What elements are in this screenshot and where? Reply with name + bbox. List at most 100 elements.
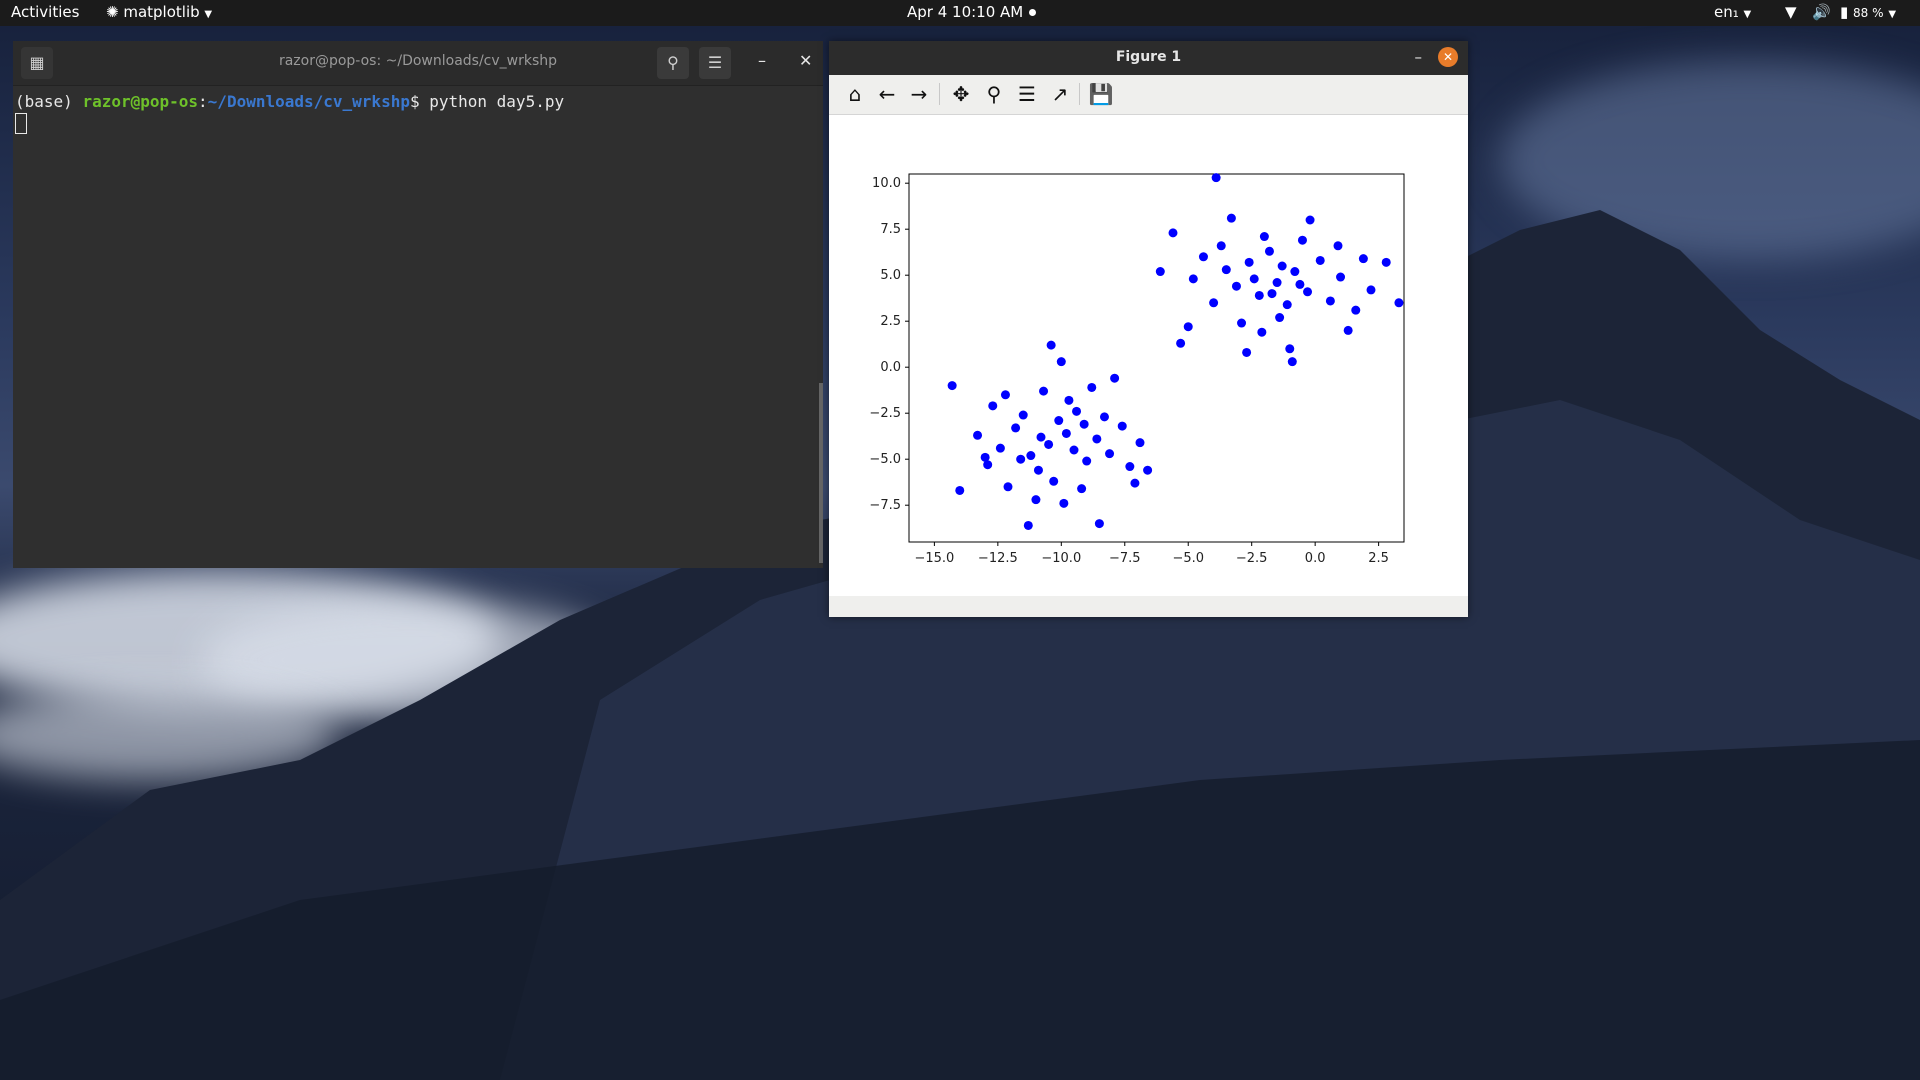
prompt-user: razor@pop-os — [82, 92, 199, 111]
clock[interactable]: Apr 4 10:10 AM — [907, 3, 1037, 21]
scatter-point — [1343, 325, 1353, 335]
close-icon[interactable]: ✕ — [799, 51, 813, 70]
battery-label: 88 % — [1853, 6, 1884, 20]
scatter-point — [988, 401, 998, 411]
minimize-icon[interactable]: – — [1414, 48, 1423, 66]
cursor-line — [15, 113, 817, 134]
prompt-symbol: $ — [409, 92, 430, 111]
save-icon[interactable]: 💾 — [1088, 82, 1114, 106]
scatter-point — [1069, 445, 1079, 455]
terminal-output[interactable]: (base) razor@pop-os:~/Downloads/cv_wrksh… — [15, 85, 817, 568]
battery-indicator[interactable]: ▮ 88 % ▼ — [1840, 3, 1896, 21]
scatter-point — [1183, 322, 1193, 332]
terminal-title: razor@pop-os: ~/Downloads/cv_wrkshp — [278, 53, 558, 69]
clock-label: Apr 4 10:10 AM — [907, 3, 1024, 21]
terminal-line: (base) razor@pop-os:~/Downloads/cv_wrksh… — [15, 92, 817, 111]
data-points — [947, 173, 1404, 530]
y-tick-label: 7.5 — [880, 222, 901, 237]
scatter-point — [1117, 421, 1127, 431]
scatter-point — [1231, 281, 1241, 291]
scatter-point — [1244, 257, 1254, 267]
scatter-point — [1275, 313, 1285, 323]
scatter-point — [1211, 173, 1221, 183]
wifi-icon[interactable]: ▼ — [1785, 3, 1797, 21]
scatter-point — [1381, 257, 1391, 267]
close-icon[interactable]: ✕ — [1438, 47, 1458, 67]
scatter-point — [1011, 423, 1021, 433]
scatter-point — [1059, 498, 1069, 508]
terminal-scrollbar[interactable] — [819, 383, 823, 563]
conda-env: (base) — [15, 92, 83, 111]
new-tab-icon[interactable]: ▦ — [21, 47, 53, 79]
x-tick-label: 0.0 — [1305, 551, 1326, 566]
menu-icon[interactable]: ☰ — [699, 47, 731, 79]
scatter-point — [1264, 246, 1274, 256]
axis-ticks: −15.0 −12.5 −10.0 −7.5 −5.0 −2.5 0.0 2.5 −7.5 −5.… — [869, 176, 1389, 566]
scatter-point — [1249, 274, 1259, 284]
scatter-point — [1297, 235, 1307, 245]
edit-axis-icon[interactable]: ↗ — [1051, 82, 1069, 106]
back-icon[interactable]: ← — [878, 82, 896, 106]
figure-titlebar[interactable]: Figure 1 – ✕ — [829, 41, 1468, 75]
battery-icon: ▮ — [1840, 3, 1849, 21]
scatter-point — [1287, 357, 1297, 367]
scatter-point — [1394, 298, 1404, 308]
x-tick-label: −10.0 — [1041, 551, 1081, 566]
scatter-point — [1023, 520, 1033, 530]
y-tick-label: 10.0 — [872, 176, 901, 191]
home-icon[interactable]: ⌂ — [848, 82, 862, 106]
figure-window[interactable]: Figure 1 – ✕ ⌂ ← → ✥ ⚲ ☰ ↗ 💾 −15.0 −12.5−… — [829, 41, 1468, 617]
pan-icon[interactable]: ✥ — [952, 82, 970, 106]
keyboard-layout-label: en₁ — [1714, 3, 1739, 21]
scatter-point — [1267, 289, 1277, 299]
scatter-point — [1176, 338, 1186, 348]
scatter-point — [1031, 495, 1041, 505]
y-tick-label: 0.0 — [880, 360, 901, 375]
scatter-point — [1056, 357, 1066, 367]
scatter-point — [1105, 449, 1115, 459]
scatter-point — [1282, 300, 1292, 310]
scatter-point — [1130, 478, 1140, 488]
chevron-down-icon: ▼ — [1743, 9, 1752, 20]
volume-icon[interactable]: 🔊 — [1812, 3, 1831, 21]
y-tick-label: −7.5 — [869, 498, 901, 513]
scatter-point — [1221, 265, 1231, 275]
scatter-point — [1259, 232, 1269, 242]
scatter-point — [1272, 278, 1282, 288]
terminal-headerbar[interactable]: ▦ razor@pop-os: ~/Downloads/cv_wrkshp ⚲ … — [13, 41, 823, 86]
scatter-point — [1285, 344, 1295, 354]
y-tick-label: 5.0 — [880, 268, 901, 283]
scatter-point — [1044, 439, 1054, 449]
search-icon[interactable]: ⚲ — [657, 47, 689, 79]
keyboard-layout-indicator[interactable]: en₁ ▼ — [1714, 3, 1751, 21]
y-tick-label: 2.5 — [880, 314, 901, 329]
scatter-point — [1094, 519, 1104, 529]
zoom-icon[interactable]: ⚲ — [986, 82, 1002, 106]
scatter-point — [1000, 390, 1010, 400]
x-tick-label: −15.0 — [914, 551, 954, 566]
prompt-separator: : — [198, 92, 208, 111]
scatter-point — [1358, 254, 1368, 264]
scatter-point — [1082, 456, 1092, 466]
minimize-icon[interactable]: – — [758, 51, 766, 70]
scatter-point — [1209, 298, 1219, 308]
x-tick-label: −5.0 — [1172, 551, 1204, 566]
configure-subplots-icon[interactable]: ☰ — [1018, 82, 1036, 106]
scatter-point — [1188, 274, 1198, 284]
terminal-window[interactable]: ▦ razor@pop-os: ~/Downloads/cv_wrkshp ⚲ … — [13, 41, 823, 568]
axes-frame — [908, 173, 1405, 543]
scatter-point — [1315, 255, 1325, 265]
scatter-chart[interactable]: −15.0 −12.5 −10.0 −7.5 −5.0 −2.5 0.0 2.5 −7.5 −5.… — [829, 115, 1468, 596]
app-menu[interactable]: ✺ matplotlib ▼ — [106, 3, 212, 21]
scatter-point — [980, 452, 990, 462]
scatter-point — [1092, 434, 1102, 444]
forward-icon[interactable]: → — [910, 82, 928, 106]
scatter-point — [1033, 465, 1043, 475]
activities-button[interactable]: Activities — [11, 3, 80, 21]
scatter-point — [1110, 373, 1120, 383]
scatter-point — [955, 485, 965, 495]
toolbar-separator — [1079, 83, 1080, 105]
scatter-point — [1198, 252, 1208, 262]
scatter-point — [1333, 241, 1343, 251]
plot-canvas[interactable]: −15.0 −12.5 −10.0 −7.5 −5.0 −2.5 0.0 2.5 −7.5 −5.… — [829, 115, 1468, 596]
